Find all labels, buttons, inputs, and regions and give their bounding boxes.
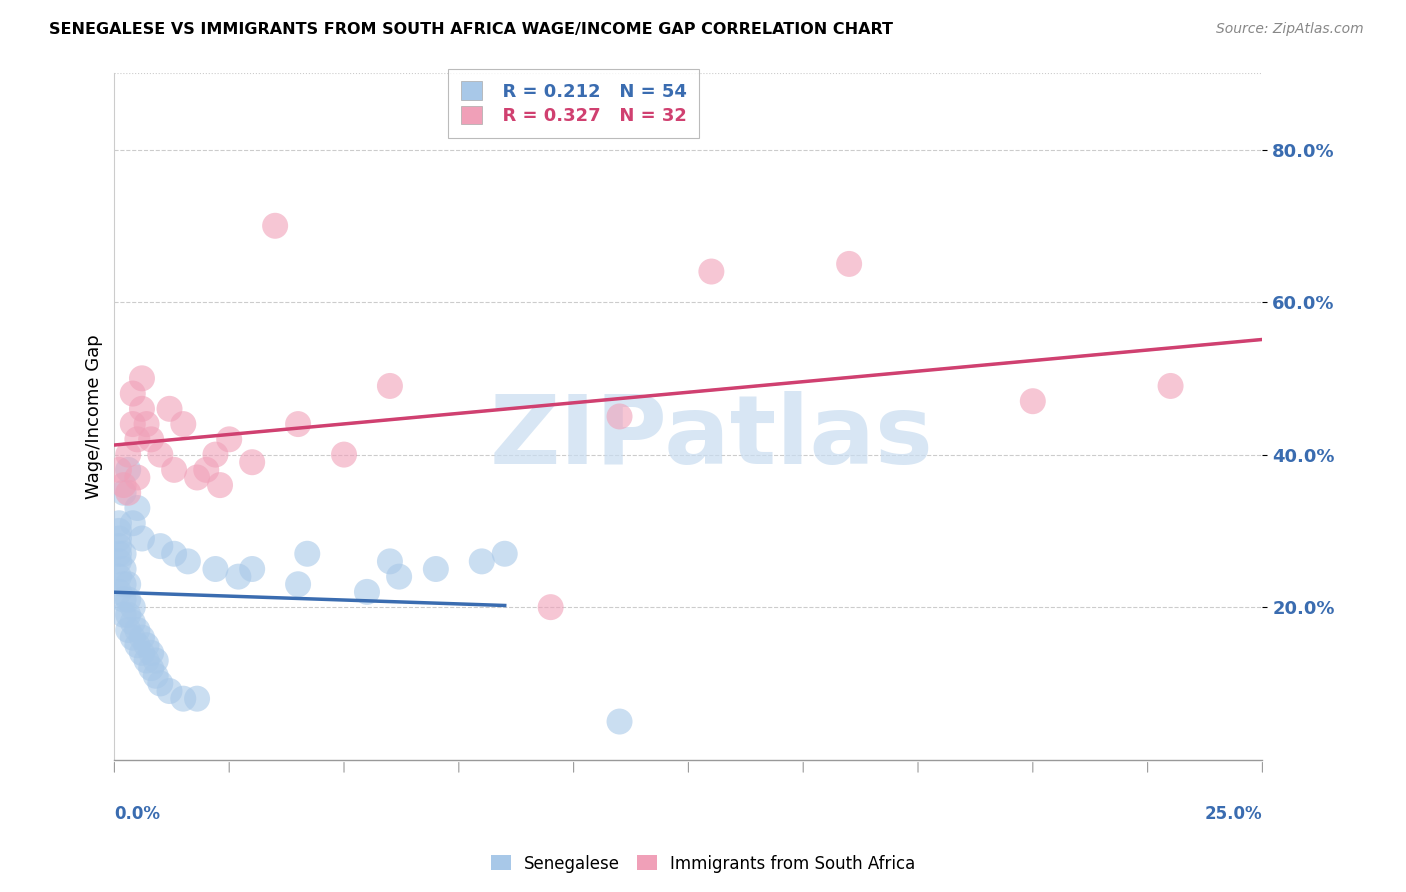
Point bbox=[117, 448, 139, 462]
Point bbox=[117, 577, 139, 591]
Point bbox=[195, 463, 218, 477]
Legend: Senegalese, Immigrants from South Africa: Senegalese, Immigrants from South Africa bbox=[484, 848, 922, 880]
Point bbox=[145, 669, 167, 683]
Point bbox=[127, 470, 149, 484]
Point bbox=[287, 417, 309, 431]
Point bbox=[264, 219, 287, 233]
Y-axis label: Wage/Income Gap: Wage/Income Gap bbox=[86, 334, 103, 499]
Point bbox=[135, 417, 157, 431]
Point bbox=[700, 264, 723, 278]
Point bbox=[121, 615, 143, 630]
Point bbox=[108, 463, 131, 477]
Point bbox=[609, 409, 631, 424]
Point bbox=[112, 607, 135, 622]
Point bbox=[186, 691, 208, 706]
Point bbox=[121, 600, 143, 615]
Point bbox=[131, 631, 153, 645]
Point bbox=[186, 470, 208, 484]
Text: Source: ZipAtlas.com: Source: ZipAtlas.com bbox=[1216, 22, 1364, 37]
Point bbox=[378, 379, 401, 393]
Point bbox=[204, 562, 226, 576]
Text: ZIPatlas: ZIPatlas bbox=[489, 391, 934, 483]
Point bbox=[127, 623, 149, 637]
Point bbox=[127, 433, 149, 447]
Text: 0.0%: 0.0% bbox=[114, 805, 160, 823]
Point bbox=[471, 554, 494, 568]
Point bbox=[108, 539, 131, 553]
Point bbox=[112, 478, 135, 492]
Point bbox=[127, 638, 149, 652]
Point bbox=[297, 547, 319, 561]
Point bbox=[172, 417, 194, 431]
Point bbox=[121, 631, 143, 645]
Point bbox=[240, 455, 263, 469]
Point bbox=[609, 714, 631, 729]
Point bbox=[135, 638, 157, 652]
Point bbox=[117, 485, 139, 500]
Point bbox=[172, 691, 194, 706]
Point bbox=[131, 646, 153, 660]
Point bbox=[108, 569, 131, 583]
Point bbox=[163, 463, 186, 477]
Point bbox=[159, 401, 181, 416]
Point bbox=[145, 654, 167, 668]
Point bbox=[177, 554, 200, 568]
Point bbox=[159, 684, 181, 698]
Point bbox=[240, 562, 263, 576]
Point bbox=[117, 607, 139, 622]
Point bbox=[141, 433, 163, 447]
Point bbox=[131, 371, 153, 385]
Point bbox=[108, 585, 131, 599]
Legend:   R = 0.212   N = 54,   R = 0.327   N = 32: R = 0.212 N = 54, R = 0.327 N = 32 bbox=[449, 69, 699, 138]
Point bbox=[378, 554, 401, 568]
Point bbox=[108, 554, 131, 568]
Point bbox=[127, 500, 149, 515]
Point bbox=[149, 676, 172, 690]
Point bbox=[131, 532, 153, 546]
Point bbox=[117, 592, 139, 607]
Point bbox=[141, 646, 163, 660]
Point bbox=[121, 516, 143, 531]
Point bbox=[1022, 394, 1045, 409]
Point bbox=[163, 547, 186, 561]
Point bbox=[204, 448, 226, 462]
Point bbox=[112, 562, 135, 576]
Point bbox=[108, 532, 131, 546]
Point bbox=[112, 577, 135, 591]
Point bbox=[208, 478, 231, 492]
Point bbox=[135, 654, 157, 668]
Point bbox=[117, 623, 139, 637]
Point bbox=[287, 577, 309, 591]
Point bbox=[838, 257, 860, 271]
Point bbox=[149, 448, 172, 462]
Point bbox=[425, 562, 447, 576]
Point bbox=[1160, 379, 1182, 393]
Point bbox=[149, 539, 172, 553]
Point bbox=[141, 661, 163, 675]
Point bbox=[112, 592, 135, 607]
Point bbox=[228, 569, 250, 583]
Point bbox=[112, 485, 135, 500]
Point bbox=[121, 386, 143, 401]
Point bbox=[540, 600, 562, 615]
Point bbox=[121, 417, 143, 431]
Point bbox=[117, 463, 139, 477]
Point bbox=[108, 524, 131, 538]
Point bbox=[108, 547, 131, 561]
Point bbox=[356, 585, 378, 599]
Point bbox=[112, 547, 135, 561]
Point bbox=[494, 547, 516, 561]
Text: 25.0%: 25.0% bbox=[1205, 805, 1263, 823]
Point bbox=[218, 433, 240, 447]
Point bbox=[131, 401, 153, 416]
Point bbox=[333, 448, 356, 462]
Text: SENEGALESE VS IMMIGRANTS FROM SOUTH AFRICA WAGE/INCOME GAP CORRELATION CHART: SENEGALESE VS IMMIGRANTS FROM SOUTH AFRI… bbox=[49, 22, 893, 37]
Point bbox=[388, 569, 411, 583]
Point bbox=[108, 516, 131, 531]
